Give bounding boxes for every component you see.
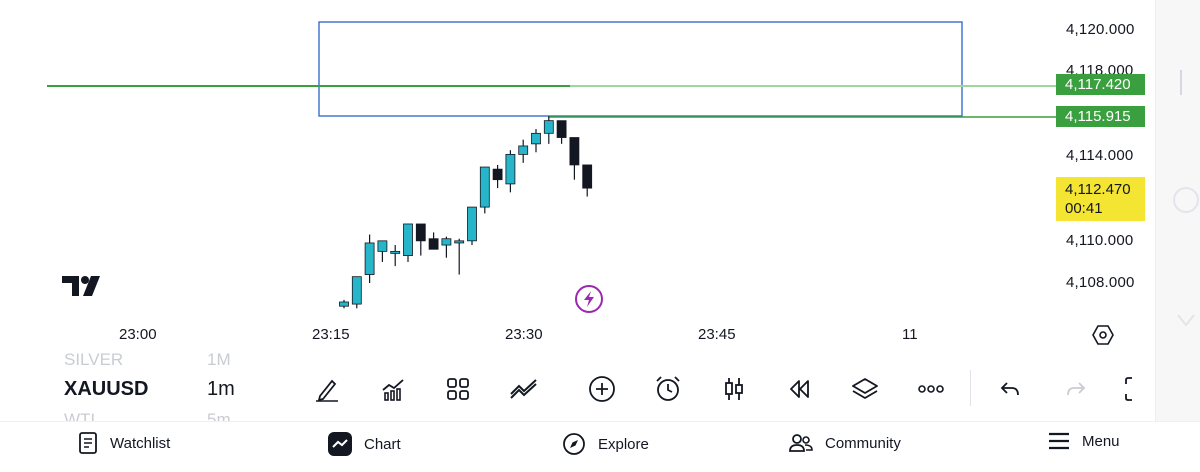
nav-menu-label: Menu (1082, 432, 1120, 450)
candle-up (531, 132, 541, 145)
candle-up (351, 276, 362, 305)
tradingview-logo-icon (62, 276, 100, 296)
nav-chart-label: Chart (364, 435, 401, 453)
candle-up (479, 166, 490, 208)
candle-up (454, 240, 465, 244)
edge-control-icons (1173, 70, 1199, 327)
timeframe-list-item[interactable]: 1M (207, 350, 231, 369)
current-price-tag: 4,112.470 00:41 (1056, 177, 1145, 221)
candle-up (518, 145, 529, 155)
more-options-icon[interactable] (914, 372, 948, 406)
line-price-tag[interactable]: 4,115.915 (1056, 106, 1145, 127)
flash-icon[interactable] (574, 284, 604, 314)
chart-canvas[interactable] (0, 0, 1155, 355)
fullscreen-icon[interactable] (1120, 372, 1154, 406)
redo-icon[interactable] (1059, 372, 1093, 406)
symbol-list-item[interactable]: WTI (64, 410, 96, 421)
price-scale-label: 4,114.000 (1066, 147, 1134, 164)
candles-group (339, 116, 593, 309)
price-scale-label: 4,120.000 (1066, 21, 1135, 38)
replay-rewind-icon[interactable] (782, 372, 816, 406)
nav-explore-label: Explore (598, 435, 649, 453)
undo-icon[interactable] (993, 372, 1027, 406)
candle-down (556, 120, 567, 138)
candle-up (403, 223, 413, 256)
nav-community[interactable]: Community (789, 432, 901, 454)
timeframe-selector[interactable]: 1m (207, 378, 235, 400)
nav-watchlist-label: Watchlist (110, 434, 171, 452)
side-panel-edge (1155, 0, 1200, 421)
candle-up (339, 301, 349, 307)
compare-symbols-icon[interactable] (507, 372, 541, 406)
candle-down (492, 168, 503, 181)
chart-icon (328, 432, 352, 456)
add-plus-icon[interactable] (585, 372, 619, 406)
bottom-navigation (0, 421, 1200, 472)
nav-chart[interactable]: Chart (328, 432, 401, 456)
candle-down (582, 164, 593, 189)
candle-up (441, 238, 452, 246)
price-scale-label: 4,110.000 (1066, 232, 1134, 249)
layers-icon[interactable] (848, 372, 882, 406)
watchlist-icon (79, 432, 97, 454)
candle-down (415, 223, 426, 242)
time-scale-label: 23:30 (505, 326, 543, 343)
symbol-selector[interactable]: XAUUSD (64, 378, 149, 400)
current-price: 4,112.470 (1065, 181, 1131, 198)
price-scale-label: 4,108.000 (1066, 274, 1135, 291)
alarm-clock-icon[interactable] (651, 372, 685, 406)
chart-settings-icon[interactable] (1092, 324, 1114, 346)
toolbar-divider (970, 370, 971, 406)
community-icon (789, 434, 813, 452)
line-price-tag[interactable]: 4,117.420 (1056, 74, 1145, 95)
candle-up (505, 153, 516, 185)
candle-up (543, 120, 554, 134)
time-scale-label: 23:15 (312, 326, 350, 343)
time-scale-label: 11 (902, 326, 918, 343)
nav-explore[interactable]: Explore (562, 432, 649, 456)
chart-toolbar (0, 355, 1155, 421)
nav-menu[interactable]: Menu (1048, 432, 1120, 450)
time-scale-label: 23:00 (119, 326, 157, 343)
drawn-rectangle[interactable] (318, 21, 963, 117)
candle-down (569, 137, 580, 166)
layout-grid-icon[interactable] (441, 372, 475, 406)
nav-community-label: Community (825, 434, 901, 452)
candle-up (467, 206, 477, 242)
candle-type-icon[interactable] (717, 372, 751, 406)
candle-down (428, 238, 439, 250)
drawing-tools-icon[interactable] (310, 372, 344, 406)
bar-countdown: 00:41 (1065, 200, 1103, 217)
time-scale-label: 23:45 (698, 326, 736, 343)
timeframe-list-item[interactable]: 5m (207, 410, 231, 421)
chart-area[interactable]: 4,120.000 4,118.000 4,114.000 4,110.000 … (0, 0, 1155, 355)
hamburger-menu-icon (1049, 432, 1069, 450)
indicators-icon[interactable] (376, 372, 410, 406)
candle-up (377, 240, 388, 252)
candle-up (390, 250, 401, 254)
candle-up (364, 242, 375, 275)
symbol-list-item[interactable]: SILVER (64, 350, 124, 369)
nav-watchlist[interactable]: Watchlist (78, 432, 170, 454)
compass-icon (563, 433, 585, 455)
